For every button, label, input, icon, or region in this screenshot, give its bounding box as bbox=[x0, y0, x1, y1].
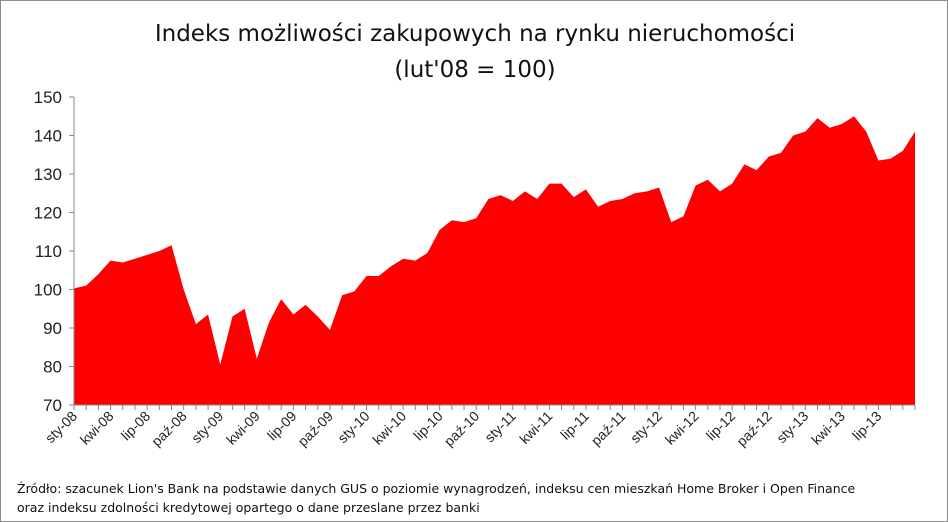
x-tick-label: sty-10 bbox=[334, 408, 372, 446]
y-tick-label: 130 bbox=[34, 165, 62, 184]
x-tick-label: paź-12 bbox=[733, 408, 775, 450]
x-tick-label: kwi-08 bbox=[77, 408, 117, 448]
y-tick-label: 110 bbox=[35, 242, 62, 261]
x-tick-label: paź-10 bbox=[441, 408, 483, 450]
y-tick-label: 70 bbox=[43, 396, 62, 415]
y-tick-label: 120 bbox=[34, 204, 62, 223]
x-tick-label: lip-13 bbox=[849, 408, 885, 444]
x-tick-label: sty-09 bbox=[188, 408, 226, 446]
x-tick-label: paź-11 bbox=[588, 408, 629, 449]
y-tick-label: 140 bbox=[34, 127, 62, 146]
x-tick-label: kwi-13 bbox=[808, 408, 848, 448]
x-tick-label: kwi-11 bbox=[516, 408, 555, 447]
x-tick-label: sty-13 bbox=[773, 408, 811, 446]
source-note-line-2: oraz indeksu zdolności kredytowej oparte… bbox=[17, 500, 480, 515]
y-tick-label: 90 bbox=[43, 319, 62, 338]
x-tick-label: paź-08 bbox=[148, 408, 190, 450]
chart-title: Indeks możliwości zakupowych na rynku ni… bbox=[155, 21, 795, 47]
x-tick-label: kwi-12 bbox=[662, 408, 702, 448]
y-tick-label: 150 bbox=[34, 88, 62, 107]
x-tick-label: kwi-09 bbox=[223, 408, 263, 448]
y-tick-label: 100 bbox=[34, 281, 62, 300]
area-series bbox=[74, 116, 915, 405]
x-tick-label: sty-12 bbox=[627, 408, 665, 446]
source-note-line-1: Źródło: szacunek Lion's Bank na podstawi… bbox=[17, 481, 856, 496]
x-tick-label: kwi-10 bbox=[369, 408, 409, 448]
x-tick-label: sty-11 bbox=[481, 408, 519, 446]
x-tick-label: paź-09 bbox=[294, 408, 336, 450]
chart-subtitle: (lut'08 = 100) bbox=[394, 57, 555, 83]
y-tick-label: 80 bbox=[43, 358, 62, 377]
